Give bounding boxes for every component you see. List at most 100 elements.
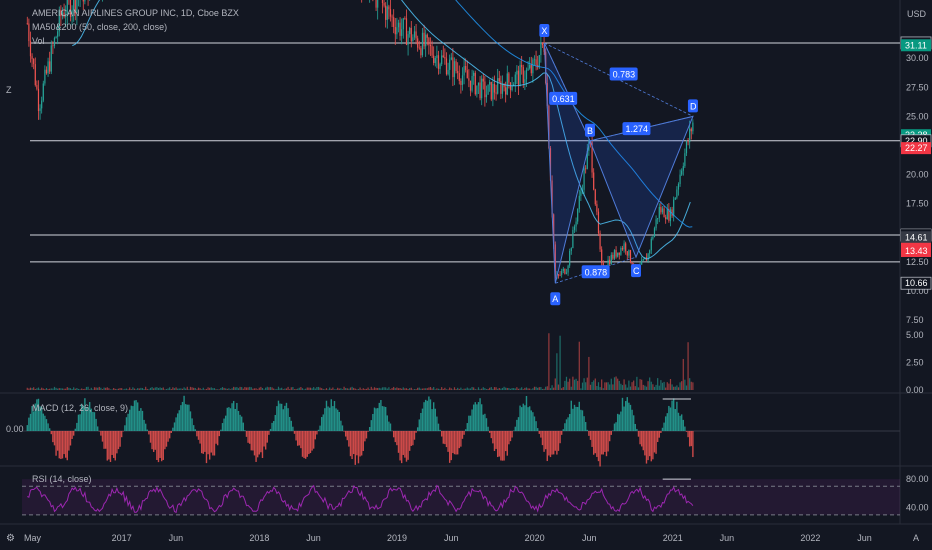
macd-bar — [125, 417, 128, 431]
macd-bar — [101, 431, 104, 442]
macd-bar — [29, 413, 32, 431]
macd-bar — [284, 405, 286, 431]
macd-bar — [79, 414, 81, 431]
volume-bar — [348, 388, 350, 390]
candle-body — [58, 10, 60, 32]
volume-bar — [321, 388, 323, 390]
macd-bar — [66, 431, 68, 461]
macd-bar — [189, 411, 192, 431]
volume-bar — [164, 389, 166, 390]
macd-bar — [36, 399, 38, 431]
macd-bar — [540, 431, 542, 438]
symbol-title[interactable]: AMERICAN AIRLINES GROUP INC, 1D, Cboe BZ… — [32, 8, 239, 18]
macd-bar — [72, 431, 75, 436]
candle-body — [407, 34, 409, 45]
macd-bar — [394, 431, 396, 443]
macd-bar — [52, 431, 54, 443]
candle-body — [591, 141, 593, 173]
candle-body — [28, 23, 30, 42]
volume-bar — [452, 389, 454, 390]
macd-bar — [570, 400, 572, 431]
candle-body — [74, 0, 76, 14]
candle-body — [652, 236, 654, 239]
volume-bar — [39, 388, 41, 390]
volume-bar — [668, 383, 670, 390]
pattern-ratio-badge — [549, 91, 578, 105]
macd-bar — [668, 405, 670, 431]
candle-body — [457, 71, 459, 74]
volume-bar — [397, 388, 400, 390]
macd-bar — [112, 431, 115, 458]
macd-bar — [360, 431, 363, 456]
macd-bar — [268, 431, 270, 435]
volume-bar — [281, 387, 283, 390]
price-tick-label: 7.50 — [906, 315, 924, 325]
volume-bar — [53, 386, 56, 390]
volume-bar — [500, 388, 502, 390]
candle-body — [37, 88, 40, 111]
macd-bar — [495, 431, 497, 449]
volume-bar — [213, 388, 216, 390]
macd-label[interactable]: MACD (12, 26, close, 9) — [32, 403, 129, 413]
volume-bar — [170, 389, 172, 390]
macd-bar — [111, 431, 113, 455]
macd-bar — [100, 431, 102, 436]
macd-bar — [687, 431, 689, 438]
volume-bar — [338, 388, 340, 390]
candle-body — [477, 82, 480, 86]
volume-bar — [642, 384, 644, 390]
candle-body — [447, 69, 449, 75]
volume-bar — [249, 386, 251, 390]
volume-bar — [349, 387, 352, 390]
macd-bar — [418, 419, 420, 431]
volume-bar — [393, 386, 395, 390]
time-axis-label: Jun — [857, 533, 872, 543]
volume-bar — [100, 387, 102, 390]
volume-bar — [636, 376, 638, 390]
rsi-label[interactable]: RSI (14, close) — [32, 474, 92, 484]
volume-bar — [300, 386, 302, 390]
macd-bar — [178, 410, 180, 431]
candle-body — [617, 252, 619, 257]
pattern-point-badge — [550, 292, 561, 306]
volume-bar — [437, 388, 440, 390]
macd-bar — [120, 431, 123, 438]
volume-bar — [252, 388, 254, 390]
candle-body — [493, 83, 496, 93]
macd-bar — [552, 431, 555, 455]
macd-bar — [236, 403, 238, 431]
volume-bar — [631, 382, 633, 390]
macd-bar — [368, 427, 371, 431]
macd-bar — [672, 398, 675, 431]
rsi-line — [27, 484, 694, 514]
candle-body — [543, 45, 545, 52]
volume-bar — [113, 387, 115, 390]
candle-body — [473, 72, 475, 76]
macd-bar — [277, 400, 280, 431]
macd-bar — [104, 431, 107, 449]
volume-bar — [111, 389, 113, 390]
volume-bar — [301, 388, 304, 390]
macd-bar — [464, 429, 467, 431]
volume-bar — [324, 389, 326, 390]
macd-bar — [344, 431, 347, 437]
macd-bar — [679, 415, 681, 431]
time-axis-label: 2021 — [663, 533, 683, 543]
volume-bar — [533, 386, 536, 390]
candle-body — [391, 16, 393, 18]
volume-bar — [129, 387, 131, 390]
macd-bar — [676, 401, 678, 431]
price-badge — [901, 244, 931, 257]
volume-bar — [335, 389, 337, 390]
macd-bar — [442, 431, 444, 444]
candle-body — [453, 61, 456, 78]
volume-indicator-label[interactable]: Vol — [32, 36, 45, 46]
macd-bar — [584, 422, 587, 431]
candle-body — [445, 58, 448, 75]
candle-body — [49, 61, 51, 72]
volume-bar — [404, 388, 406, 390]
ma-indicator-label[interactable]: MA50&200 (50, close, 200, close) — [32, 22, 168, 32]
macd-bar — [256, 431, 259, 458]
candle-body — [412, 37, 414, 42]
macd-bar — [124, 425, 126, 431]
